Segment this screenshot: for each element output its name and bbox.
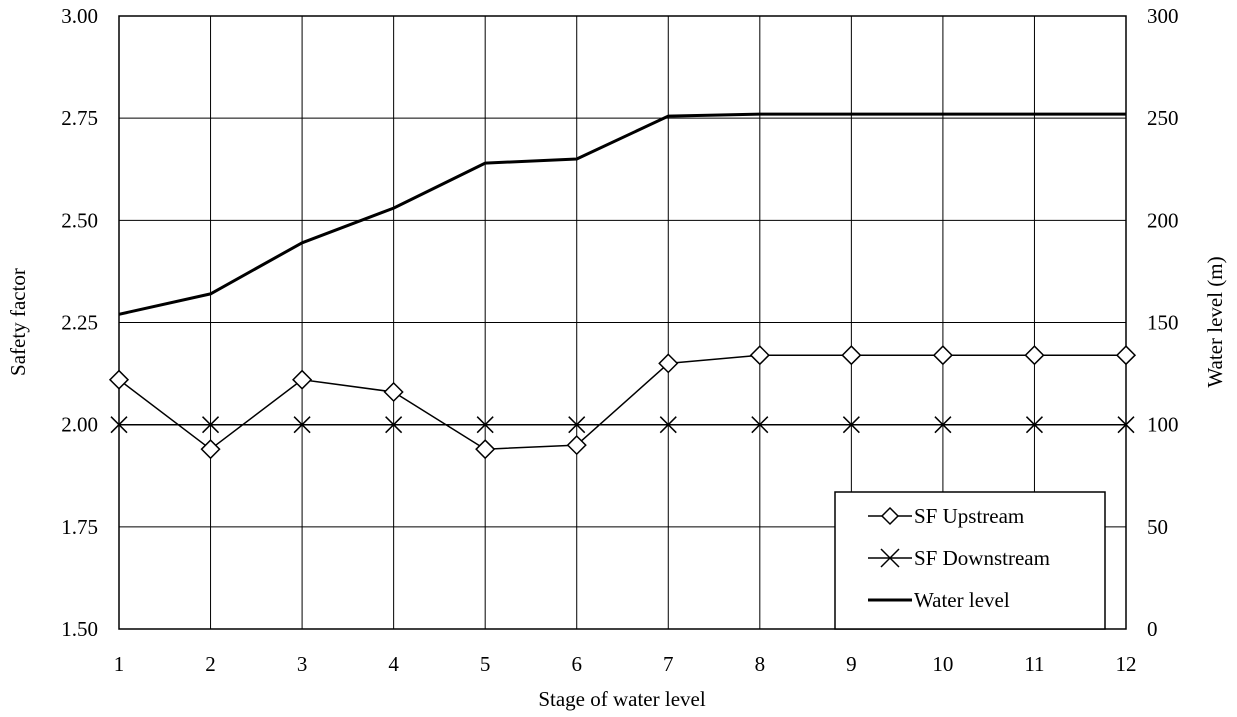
data-point-sf-downstream (385, 416, 403, 434)
series-water-level (118, 112, 1126, 316)
data-point-sf-upstream (200, 439, 221, 460)
y-left-tick-label: 3.00 (61, 4, 98, 28)
series-line-water-level (118, 112, 1126, 316)
data-point-sf-upstream (566, 435, 587, 456)
legend-marker-diamond (880, 506, 900, 526)
data-point-sf-downstream (1025, 416, 1043, 434)
y-right-axis-title: Water level (m) (1203, 256, 1227, 387)
series-sf-downstream (110, 416, 1135, 434)
x-tick-label: 12 (1116, 652, 1137, 676)
data-point-sf-downstream (293, 416, 311, 434)
y-right-tick-label: 250 (1147, 106, 1179, 130)
series-line-sf-upstream (118, 354, 1126, 450)
data-point-sf-downstream (568, 416, 586, 434)
x-tick-label: 6 (571, 652, 582, 676)
y-left-tick-label: 1.50 (61, 617, 98, 641)
x-tick-label: 1 (114, 652, 125, 676)
y-right-axis-tick-labels: 0 50 100 150 200 250 300 (1147, 4, 1179, 641)
data-point-sf-downstream (934, 416, 952, 434)
data-point-sf-upstream (292, 369, 313, 390)
legend: SF Upstream SF Downstream Water level (834, 491, 1106, 630)
legend-entry-sf-upstream: SF Upstream (868, 504, 1024, 528)
plot-area-border (118, 15, 1127, 630)
legend-entry-water-level: Water level (868, 588, 1010, 612)
data-point-sf-upstream (749, 345, 770, 366)
data-point-sf-upstream (841, 345, 862, 366)
data-point-sf-downstream (751, 416, 769, 434)
legend-label-water-level: Water level (914, 588, 1010, 612)
data-point-sf-downstream (842, 416, 860, 434)
x-tick-label: 3 (297, 652, 308, 676)
data-point-sf-upstream (383, 381, 404, 403)
data-point-sf-upstream (658, 353, 679, 374)
data-point-sf-upstream (932, 345, 953, 366)
data-point-sf-upstream (475, 439, 496, 460)
x-tick-label: 10 (932, 652, 953, 676)
legend-box (834, 491, 1106, 630)
y-left-tick-label: 1.75 (61, 515, 98, 539)
x-tick-label: 8 (755, 652, 766, 676)
legend-entry-sf-downstream: SF Downstream (868, 546, 1050, 570)
data-point-sf-downstream (476, 416, 494, 434)
data-point-sf-upstream (108, 369, 130, 390)
series-sf-upstream (108, 345, 1137, 460)
y-right-tick-label: 300 (1147, 4, 1179, 28)
y-right-tick-label: 150 (1147, 311, 1179, 335)
y-right-tick-label: 50 (1147, 515, 1168, 539)
y-left-tick-label: 2.00 (61, 413, 98, 437)
x-tick-label: 2 (205, 652, 216, 676)
data-point-sf-upstream (1115, 345, 1137, 366)
legend-label-sf-downstream: SF Downstream (914, 546, 1050, 570)
legend-label-sf-upstream: SF Upstream (914, 504, 1024, 528)
y-left-tick-label: 2.25 (61, 311, 98, 335)
x-tick-label: 7 (663, 652, 674, 676)
x-tick-label: 4 (388, 652, 399, 676)
y-right-tick-label: 0 (1147, 617, 1158, 641)
data-point-sf-downstream (110, 416, 128, 434)
x-axis-tick-labels: 1 2 3 4 5 6 7 8 9 10 11 12 (114, 652, 1137, 676)
y-right-tick-label: 100 (1147, 413, 1179, 437)
data-point-sf-downstream (659, 416, 677, 434)
y-left-axis-tick-labels: 1.50 1.75 2.00 2.25 2.50 2.75 3.00 (61, 4, 98, 641)
y-left-tick-label: 2.50 (61, 208, 98, 232)
y-left-tick-label: 2.75 (61, 106, 98, 130)
legend-marker-x (880, 548, 900, 568)
x-tick-label: 11 (1024, 652, 1044, 676)
series-layer (108, 112, 1137, 460)
x-tick-label: 5 (480, 652, 491, 676)
x-tick-label: 9 (846, 652, 857, 676)
y-left-axis-title: Safety factor (6, 268, 30, 376)
data-point-sf-downstream (1117, 416, 1135, 434)
y-right-tick-label: 200 (1147, 208, 1179, 232)
data-point-sf-downstream (202, 416, 220, 434)
data-point-sf-upstream (1024, 345, 1045, 366)
x-axis-title: Stage of water level (538, 687, 706, 711)
